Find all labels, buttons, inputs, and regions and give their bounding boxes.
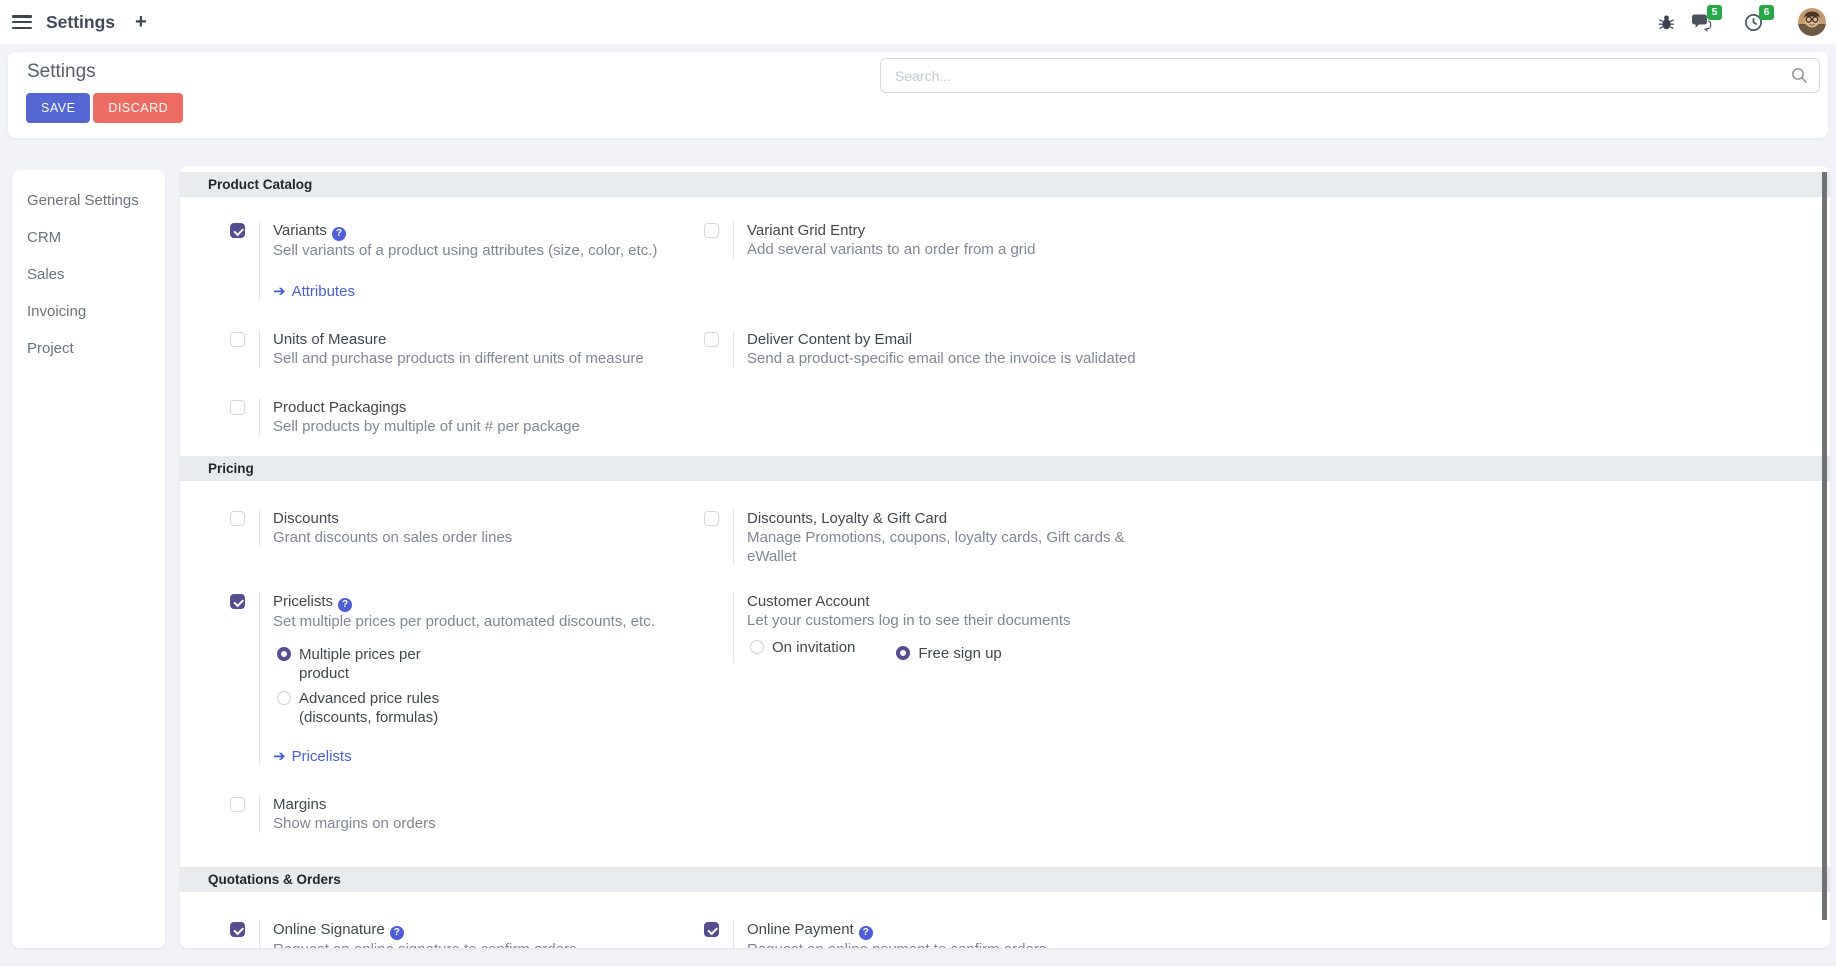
pricelists-checkbox[interactable] <box>230 594 245 609</box>
units-of-measure-checkbox[interactable] <box>230 332 245 347</box>
setting-description: Request an online signature to confirm o… <box>273 940 577 948</box>
settings-sidebar: General Settings CRM Sales Invoicing Pro… <box>12 170 165 948</box>
page-title: Settings <box>27 61 96 82</box>
setting-variants: Variants? Sell variants of a product usi… <box>230 221 704 300</box>
setting-label: Customer Account <box>747 593 870 610</box>
radio-label: On invitation <box>772 639 856 656</box>
help-icon[interactable]: ? <box>331 227 346 241</box>
setting-description: Show margins on orders <box>273 815 436 832</box>
setting-online-signature: Online Signature? Request an online sign… <box>230 920 704 948</box>
setting-customer-account: Customer Account Let your customers log … <box>704 592 1830 765</box>
deliver-content-by-email-checkbox[interactable] <box>704 332 719 347</box>
setting-label: Discounts, Loyalty & Gift Card <box>747 510 948 527</box>
pricelists-link[interactable]: ➔ Pricelists <box>273 748 352 765</box>
attributes-link[interactable]: ➔ Attributes <box>273 283 355 300</box>
setting-label: Online Signature? <box>273 920 577 940</box>
setting-description: Manage Promotions, coupons, loyalty card… <box>747 529 1125 565</box>
setting-pricelists: Pricelists? Set multiple prices per prod… <box>230 592 704 765</box>
sidebar-item-crm[interactable]: CRM <box>27 229 62 246</box>
loyalty-gift-card-checkbox[interactable] <box>704 511 719 526</box>
setting-description: Request an online payment to confirm ord… <box>747 940 1046 948</box>
free-sign-up-radio[interactable] <box>896 646 911 660</box>
on-invitation-radio[interactable] <box>750 640 764 654</box>
setting-label: Margins <box>273 796 327 813</box>
sidebar-item-general-settings[interactable]: General Settings <box>27 192 139 209</box>
messages-count-badge: 5 <box>1707 5 1722 20</box>
search-icon[interactable] <box>1791 67 1808 84</box>
help-icon[interactable]: ? <box>338 598 353 612</box>
setting-description: Sell and purchase products in different … <box>273 350 644 367</box>
setting-online-payment: Online Payment? Request an online paymen… <box>704 920 1830 948</box>
product-packagings-checkbox[interactable] <box>230 400 245 415</box>
radio-label: Advanced price rules (discounts, formula… <box>299 690 440 726</box>
sidebar-item-invoicing[interactable]: Invoicing <box>27 303 87 320</box>
setting-label: Deliver Content by Email <box>747 331 913 348</box>
radio-label: Multiple prices per product <box>299 646 421 682</box>
save-button[interactable]: SAVE <box>26 93 91 123</box>
setting-description: Let your customers log in to see their d… <box>747 612 1071 629</box>
pricelists-radio-group: Multiple prices per product Advanced pri… <box>273 645 655 727</box>
variants-checkbox[interactable] <box>230 223 245 238</box>
search-input[interactable] <box>880 58 1820 93</box>
setting-description: Grant discounts on sales order lines <box>273 529 513 546</box>
arrow-right-icon: ➔ <box>273 748 286 765</box>
sidebar-item-sales[interactable]: Sales <box>27 266 65 283</box>
customer-account-radio-group: On invitation Free sign up <box>747 638 1071 663</box>
setting-discounts: Discounts Grant discounts on sales order… <box>230 509 704 566</box>
multiple-prices-radio[interactable] <box>277 647 291 661</box>
sidebar-item-project[interactable]: Project <box>27 340 74 357</box>
online-signature-checkbox[interactable] <box>230 922 245 937</box>
vertical-scrollbar-thumb[interactable] <box>1822 172 1827 920</box>
settings-panel: Product Catalog Variants? Sell variants … <box>180 166 1830 948</box>
debug-bug-icon[interactable] <box>1654 7 1678 37</box>
setting-description: Send a product-specific email once the i… <box>747 350 1136 367</box>
activities-count-badge: 6 <box>1759 5 1774 20</box>
setting-description: Sell variants of a product using attribu… <box>273 242 658 259</box>
setting-variant-grid-entry: Variant Grid Entry Add several variants … <box>704 221 1830 300</box>
discard-button[interactable]: DISCARD <box>93 93 184 123</box>
section-header-pricing: Pricing <box>180 456 1830 481</box>
section-header-quotations-orders: Quotations & Orders <box>180 867 1830 892</box>
variant-grid-entry-checkbox[interactable] <box>704 223 719 238</box>
setting-label: Online Payment? <box>747 920 1046 940</box>
advanced-price-rules-radio[interactable] <box>277 691 291 705</box>
setting-description: Sell products by multiple of unit # per … <box>273 418 580 435</box>
apps-menu-icon[interactable] <box>12 15 32 29</box>
setting-margins: Margins Show margins on orders <box>230 795 704 833</box>
setting-product-packagings: Product Packagings Sell products by mult… <box>230 398 704 436</box>
setting-deliver-content-by-email: Deliver Content by Email Send a product-… <box>704 330 1830 368</box>
setting-label: Discounts <box>273 510 339 527</box>
bug-icon <box>1658 14 1674 29</box>
user-avatar[interactable] <box>1798 8 1826 36</box>
arrow-right-icon: ➔ <box>273 283 286 300</box>
setting-label: Pricelists? <box>273 592 655 612</box>
setting-units-of-measure: Units of Measure Sell and purchase produ… <box>230 330 704 368</box>
clock-icon <box>1745 13 1762 31</box>
setting-label: Units of Measure <box>273 331 387 348</box>
radio-label: Free sign up <box>918 645 1002 662</box>
setting-description: Set multiple prices per product, automat… <box>273 613 655 630</box>
chat-bubble-icon <box>1692 14 1712 32</box>
messages-menu[interactable]: 5 <box>1692 5 1730 37</box>
setting-description: Add several variants to an order from a … <box>747 241 1036 258</box>
top-navbar: Settings + 5 6 <box>0 0 1836 44</box>
section-header-product-catalog: Product Catalog <box>180 172 1830 197</box>
control-panel: Settings SAVE DISCARD <box>8 52 1828 138</box>
setting-label: Product Packagings <box>273 399 407 416</box>
setting-label: Variant Grid Entry <box>747 222 866 239</box>
help-icon[interactable]: ? <box>858 926 873 940</box>
setting-discounts-loyalty-gift-card: Discounts, Loyalty & Gift Card Manage Pr… <box>704 509 1830 566</box>
new-tab-plus-icon[interactable]: + <box>135 11 147 33</box>
activities-menu[interactable]: 6 <box>1744 5 1782 37</box>
online-payment-checkbox[interactable] <box>704 922 719 937</box>
navbar-app-title[interactable]: Settings <box>46 11 116 32</box>
setting-label: Variants? <box>273 221 657 241</box>
discounts-checkbox[interactable] <box>230 511 245 526</box>
help-icon[interactable]: ? <box>389 926 404 940</box>
margins-checkbox[interactable] <box>230 797 245 812</box>
